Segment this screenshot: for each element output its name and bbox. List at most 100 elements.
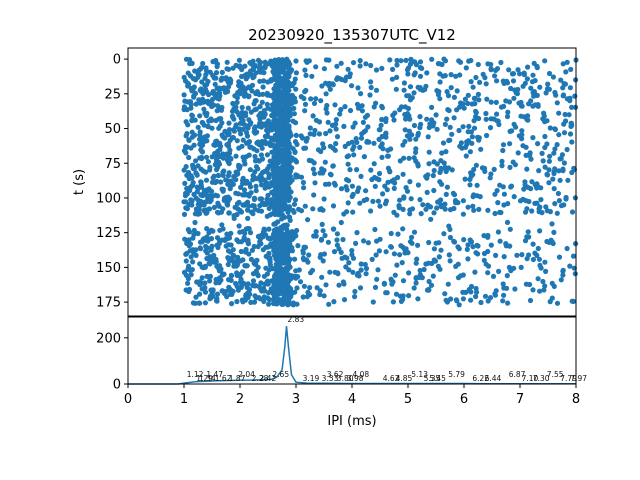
scatter-point [425, 260, 432, 266]
scatter-point [451, 239, 458, 245]
scatter-point [391, 209, 397, 215]
scatter-point [554, 100, 560, 106]
scatter-point [567, 85, 574, 91]
scatter-point [279, 206, 285, 212]
scatter-point [454, 88, 460, 94]
scatter-point [359, 131, 365, 137]
scatter-point [497, 182, 503, 188]
scatter-point [220, 226, 226, 232]
scatter-point [390, 66, 396, 72]
scatter-point [329, 122, 336, 128]
scatter-point [352, 120, 358, 126]
scatter-point [286, 101, 293, 107]
scatter-point [234, 109, 240, 115]
scatter-point [252, 107, 258, 113]
scatter-point [556, 254, 563, 260]
scatter-point [338, 219, 344, 226]
scatter-point [258, 234, 264, 241]
scatter-point [265, 192, 271, 198]
scatter-point [357, 144, 363, 150]
scatter-point [281, 281, 288, 287]
scatter-point [225, 129, 231, 135]
scatter-point [413, 275, 419, 281]
scatter-point [300, 294, 306, 300]
scatter-point [570, 298, 577, 304]
scatter-point [563, 69, 569, 75]
scatter-point [421, 266, 427, 273]
scatter-point [481, 233, 487, 239]
scatter-point [473, 108, 479, 114]
scatter-point [250, 271, 256, 277]
annotation-label: 2.42 [260, 374, 277, 383]
scatter-point [293, 132, 299, 138]
scatter-point [318, 206, 324, 212]
scatter-point [518, 264, 524, 270]
scatter-point [372, 284, 379, 290]
scatter-point [543, 204, 549, 210]
scatter-point [560, 272, 566, 278]
scatter-point [470, 84, 476, 90]
scatter-point [500, 142, 507, 148]
scatter-point [313, 233, 319, 239]
scatter-point [190, 235, 196, 241]
scatter-point [444, 184, 450, 190]
scatter-point [199, 79, 205, 85]
scatter-point [271, 252, 277, 258]
scatter-point [244, 263, 250, 269]
scatter-point [417, 125, 423, 131]
scatter-point [423, 83, 429, 89]
annotation-label: 7.10 [522, 374, 539, 383]
scatter-point [280, 96, 287, 102]
scatter-point [200, 60, 206, 67]
scatter-point [255, 264, 261, 270]
scatter-point [483, 81, 489, 87]
scatter-point [403, 116, 409, 122]
scatter-point [492, 210, 498, 217]
scatter-point [226, 160, 232, 167]
scatter-point [183, 150, 189, 156]
scatter-point [334, 237, 340, 243]
scatter-point [408, 196, 414, 202]
scatter-point [284, 206, 290, 213]
scatter-point [556, 132, 562, 138]
scatter-point [254, 140, 260, 146]
scatter-point [221, 168, 227, 174]
scatter-point [493, 99, 499, 105]
scatter-point [219, 237, 225, 243]
scatter-point [235, 191, 242, 197]
scatter-point [522, 80, 528, 86]
scatter-point [258, 208, 265, 214]
scatter-point [183, 190, 189, 196]
scatter-point [368, 62, 374, 69]
scatter-point [262, 63, 268, 69]
scatter-point [224, 85, 230, 91]
scatter-point [455, 244, 461, 250]
scatter-point [213, 280, 219, 286]
scatter-point [544, 172, 551, 178]
scatter-point [415, 242, 421, 248]
scatter-point [429, 56, 435, 62]
scatter-point [475, 91, 481, 97]
scatter-point [446, 137, 452, 144]
scatter-point [281, 277, 287, 283]
scatter-point [509, 128, 515, 134]
scatter-point [183, 258, 189, 264]
scatter-point [338, 106, 344, 113]
annotation-label: 5.13 [411, 370, 428, 379]
scatter-point [281, 258, 287, 264]
scatter-point [234, 169, 241, 175]
scatter-point [532, 200, 538, 206]
scatter-point [335, 271, 341, 277]
scatter-point [498, 104, 505, 110]
annotation-label: 3.19 [303, 374, 320, 383]
scatter-point [371, 161, 377, 167]
scatter-point [494, 78, 500, 84]
scatter-point [394, 262, 400, 268]
scatter-point [451, 115, 457, 121]
scatter-point [259, 138, 265, 145]
scatter-point [552, 146, 558, 152]
scatter-point [275, 219, 281, 225]
scatter-point [210, 193, 216, 199]
scatter-point [184, 172, 190, 178]
annotation-label: 4.08 [352, 370, 369, 379]
